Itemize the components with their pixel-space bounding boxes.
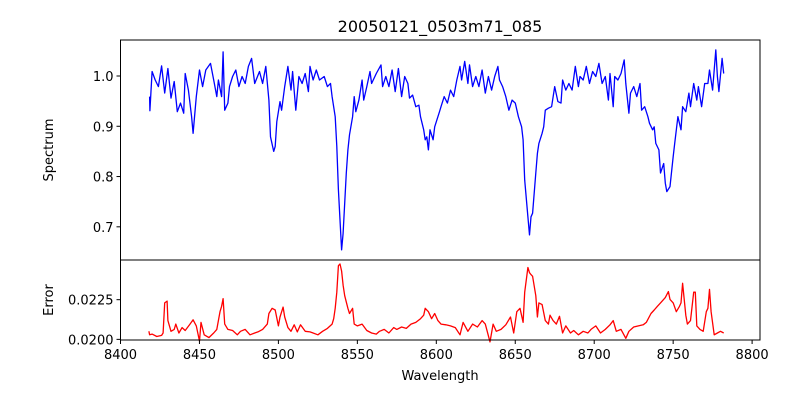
x-tick-label: 8750 <box>657 348 690 363</box>
y-tick-label: 0.7 <box>93 221 114 236</box>
y-axis-label-error: Error <box>42 284 57 316</box>
y-axis-label-spectrum: Spectrum <box>42 119 57 182</box>
y-tick-label: 0.9 <box>93 120 114 135</box>
y-tick-label: 0.8 <box>93 171 114 186</box>
x-tick-label: 8500 <box>262 348 295 363</box>
series-line-error <box>148 263 725 343</box>
y-tick-label: 1.0 <box>93 70 114 85</box>
x-tick-label: 8550 <box>341 348 374 363</box>
x-tick-label: 8400 <box>104 348 137 363</box>
x-axis-label: Wavelength <box>401 369 478 384</box>
error-panel: 0.0200 0.0225 8400 8450 8500 8550 8600 8650 8700… <box>68 259 769 363</box>
series-line-spectrum <box>148 49 725 251</box>
x-tick-label: 8700 <box>578 348 611 363</box>
chart-title: 20050121_0503m71_085 <box>338 17 543 37</box>
y-tick-label: 0.0225 <box>68 294 114 309</box>
x-tick-label: 8800 <box>736 348 769 363</box>
x-tick-label: 8650 <box>499 348 532 363</box>
y-tick-label: 0.0200 <box>68 333 114 348</box>
x-tick-label: 8600 <box>420 348 453 363</box>
x-tick-label: 8450 <box>183 348 216 363</box>
